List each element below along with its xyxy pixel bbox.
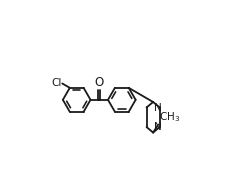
Text: N: N: [153, 122, 161, 132]
Text: Cl: Cl: [51, 78, 62, 88]
Text: N: N: [153, 103, 161, 113]
Text: CH$_3$: CH$_3$: [158, 110, 179, 124]
Text: O: O: [94, 76, 103, 89]
